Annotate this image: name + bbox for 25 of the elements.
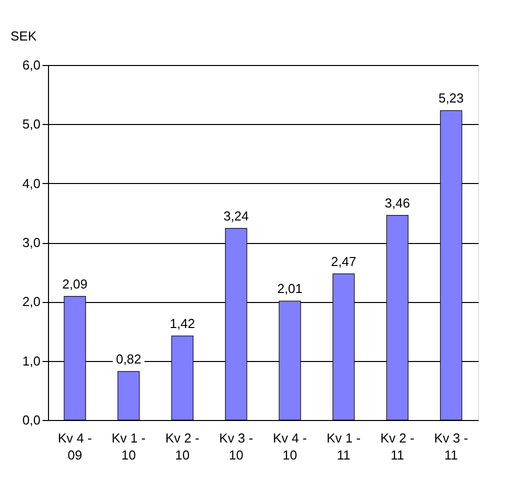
data-label: 2,47	[330, 254, 356, 269]
x-tick-label: Kv 4 - 09	[58, 430, 92, 462]
data-label: 2,01	[277, 281, 303, 296]
y-axis-title: SEK	[10, 28, 37, 44]
y-tick-label: 3,0	[22, 235, 40, 250]
data-label: 3,24	[223, 208, 249, 224]
data-label: 3,46	[384, 195, 410, 210]
x-tick-label: Kv 2 - 11	[380, 430, 414, 462]
y-tick-label: 6,0	[22, 58, 40, 72]
y-tick-label: 5,0	[22, 116, 40, 132]
y-tick-label: 4,0	[22, 176, 40, 191]
data-label: 0,82	[116, 351, 142, 366]
x-tick-label: Kv 3 - 11	[434, 430, 468, 462]
y-tick-label: 0,0	[22, 412, 40, 428]
x-tick-label: Kv 2 - 10	[165, 430, 200, 462]
data-label: 2,09	[62, 276, 88, 292]
x-tick-label: Kv 1 - 10	[112, 430, 146, 462]
data-label: 5,23	[438, 90, 464, 106]
x-tick-label: Kv 4 - 10	[272, 430, 307, 462]
y-tick-label: 2,0	[22, 294, 40, 310]
bar	[118, 371, 140, 420]
y-tick-label: 1,0	[22, 353, 40, 368]
x-tick-label: Kv 3 - 10	[219, 430, 254, 462]
data-label: 1,42	[170, 316, 196, 331]
x-tick-label: Kv 1 - 11	[326, 430, 361, 462]
